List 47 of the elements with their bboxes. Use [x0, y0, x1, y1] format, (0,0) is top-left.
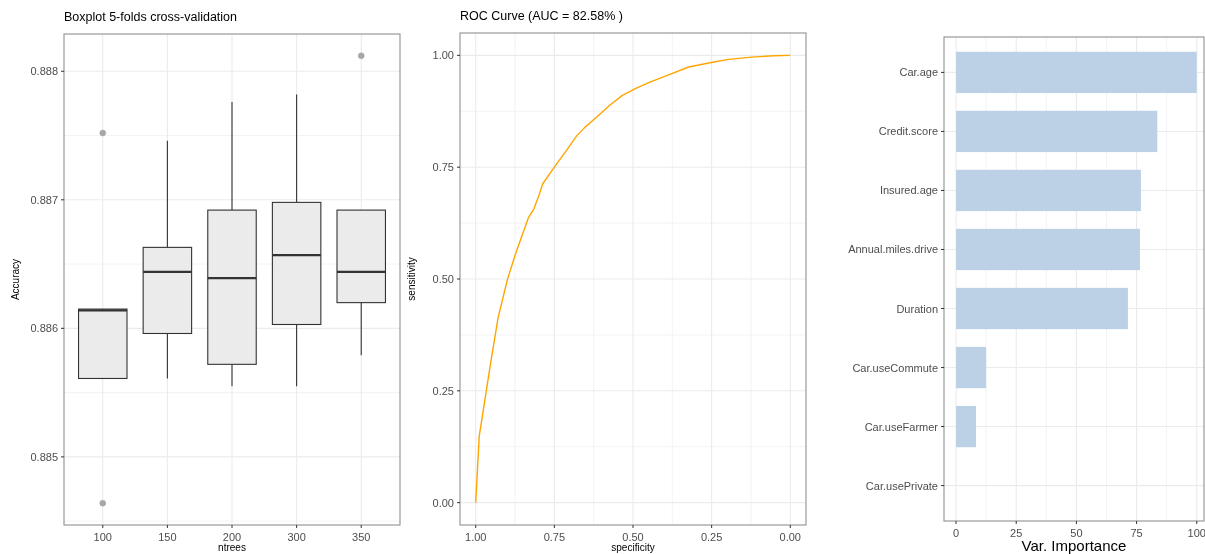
y-tick-label: Insured.age [879, 184, 938, 197]
y-axis-title: Accuracy [10, 258, 21, 301]
x-tick-label: 1.00 [465, 531, 487, 543]
y-tick-label: Annual.miles.drive [848, 243, 938, 256]
x-tick-label: 75 [1130, 527, 1143, 539]
x-tick-label: 100 [1187, 527, 1205, 539]
y-tick-label: Duration [896, 302, 938, 315]
y-axis-title: sensitivity [406, 257, 417, 301]
y-tick-label: Credit.score [878, 125, 938, 138]
y-tick-label: Car.useCommute [852, 361, 938, 374]
bar [956, 228, 1140, 271]
bar [956, 287, 1128, 330]
x-tick-label: 300 [287, 531, 306, 543]
x-tick-label: 0.75 [543, 531, 566, 543]
x-tick-label: 350 [352, 531, 371, 543]
x-tick-label: 50 [1070, 527, 1083, 539]
x-tick-label: 25 [1010, 527, 1023, 539]
x-axis-title: ntrees [218, 542, 246, 553]
x-axis-title: specificity [611, 542, 655, 553]
y-tick-label: 1.00 [432, 49, 454, 62]
x-tick-label: 0.25 [700, 531, 723, 543]
line-series [475, 54, 791, 504]
bar [956, 346, 987, 389]
x-tick-label: 0 [952, 527, 960, 539]
x-tick-label: 0.00 [779, 531, 801, 543]
y-tick-label: 0.886 [30, 322, 58, 335]
bar [956, 169, 1141, 212]
y-tick-label: 0.885 [30, 450, 58, 463]
chart-title: ROC Curve (AUC = 82.58% ) [460, 9, 623, 23]
chart-title: Boxplot 5-folds cross-validation [64, 10, 238, 24]
y-tick-label: Car.age [899, 66, 938, 79]
x-tick-label: 150 [158, 531, 177, 543]
y-tick-label: 0.25 [432, 384, 454, 397]
y-tick-label: Car.usePrivate [865, 479, 938, 492]
bar [956, 405, 977, 448]
x-tick-label: 100 [93, 531, 112, 543]
bar [956, 110, 1158, 153]
y-tick-label: 0.00 [432, 496, 454, 509]
y-tick-label: 0.887 [30, 193, 58, 206]
y-tick-label: Car.useFarmer [864, 420, 939, 433]
y-tick-label: 0.888 [30, 65, 58, 78]
x-axis-title: Var. Importance [1021, 537, 1127, 554]
x-tick-label: 200 [222, 531, 242, 543]
y-tick-label: 0.50 [432, 273, 454, 285]
x-tick-label: 0.50 [622, 531, 644, 543]
bar [956, 51, 1197, 94]
y-tick-label: 0.75 [432, 161, 454, 174]
